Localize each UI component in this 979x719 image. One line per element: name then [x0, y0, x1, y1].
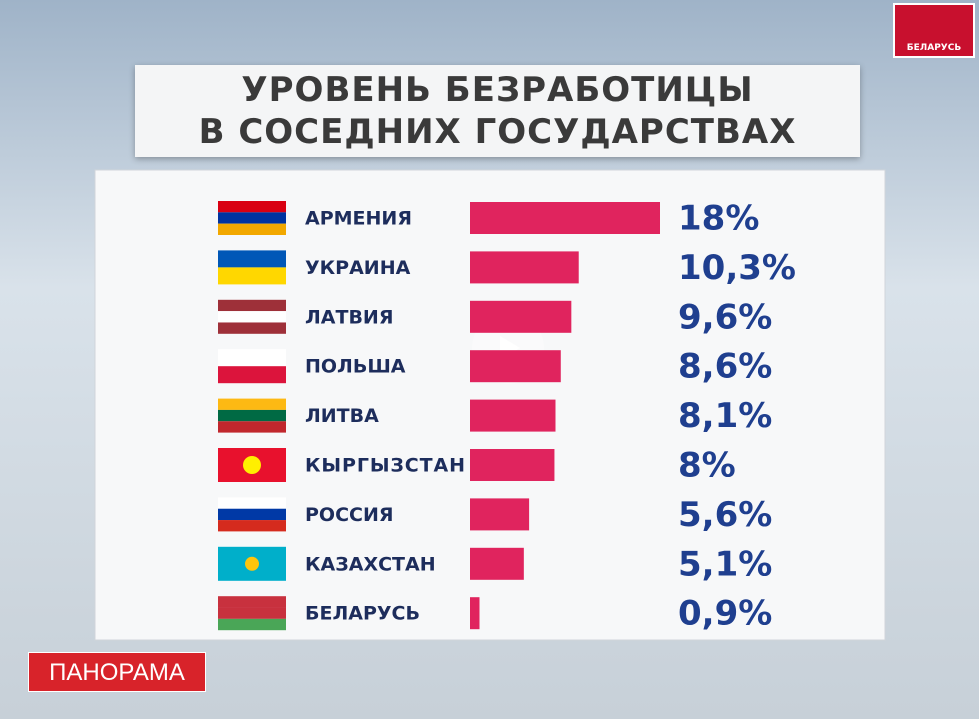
bar — [470, 300, 572, 333]
flag-stripe — [218, 398, 286, 410]
flag-emblem — [245, 556, 259, 571]
value-label: 9,6% — [678, 297, 772, 337]
bar — [470, 350, 561, 383]
program-badge: ПАНОРАМА — [28, 652, 206, 692]
flag-stripe — [218, 349, 286, 367]
flag-stripe — [218, 250, 286, 268]
flag-stripe — [218, 497, 286, 509]
value-label: 8,6% — [678, 347, 772, 387]
category-label: КАЗАХСТАН — [305, 553, 436, 575]
bar — [470, 449, 555, 481]
value-label: 10,3% — [678, 248, 796, 288]
flag-stripe — [218, 366, 286, 384]
category-label: РОССИЯ — [305, 504, 394, 526]
value-label: 8,1% — [678, 396, 772, 436]
category-label: УКРАИНА — [305, 257, 411, 279]
flag-stripe — [218, 508, 286, 521]
flag-stripe — [218, 311, 286, 323]
bar — [470, 202, 660, 234]
flag-stripe — [218, 322, 286, 334]
flag-stripe — [218, 421, 286, 433]
bar — [470, 251, 579, 284]
value-label: 5,6% — [678, 495, 772, 535]
flag-stripe — [218, 201, 286, 213]
bar — [470, 547, 524, 580]
flag-stripe — [218, 267, 286, 285]
flag-stripe — [218, 212, 286, 224]
channel-logo: БЕЛАРУСЬ — [893, 3, 975, 58]
flag-stripe — [218, 607, 286, 619]
flag-stripe — [218, 520, 286, 532]
category-label: ЛАТВИЯ — [305, 306, 393, 328]
flag-stripe — [218, 409, 286, 422]
bar — [470, 498, 530, 531]
value-label: 5,1% — [678, 544, 772, 584]
flag-emblem — [243, 456, 261, 474]
flag-stripe — [218, 299, 286, 312]
flag-stripe — [218, 596, 286, 608]
category-label: ПОЛЬША — [305, 356, 406, 378]
channel-logo-text: БЕЛАРУСЬ — [906, 43, 962, 53]
category-label: ЛИТВА — [305, 405, 379, 427]
flag-stripe — [218, 223, 286, 235]
bar — [470, 399, 556, 432]
bar — [470, 597, 480, 630]
value-label: 18% — [678, 199, 759, 239]
category-label: БЕЛАРУСЬ — [305, 603, 420, 625]
category-label: АРМЕНИЯ — [305, 208, 412, 230]
flag-stripe — [218, 618, 286, 631]
category-label: КЫРГЫЗСТАН — [305, 455, 465, 477]
value-label: 0,9% — [678, 594, 772, 634]
value-label: 8% — [678, 446, 736, 486]
chart-title: УРОВЕНЬ БЕЗРАБОТИЦЫ В СОСЕДНИХ ГОСУДАРСТ… — [135, 65, 860, 157]
